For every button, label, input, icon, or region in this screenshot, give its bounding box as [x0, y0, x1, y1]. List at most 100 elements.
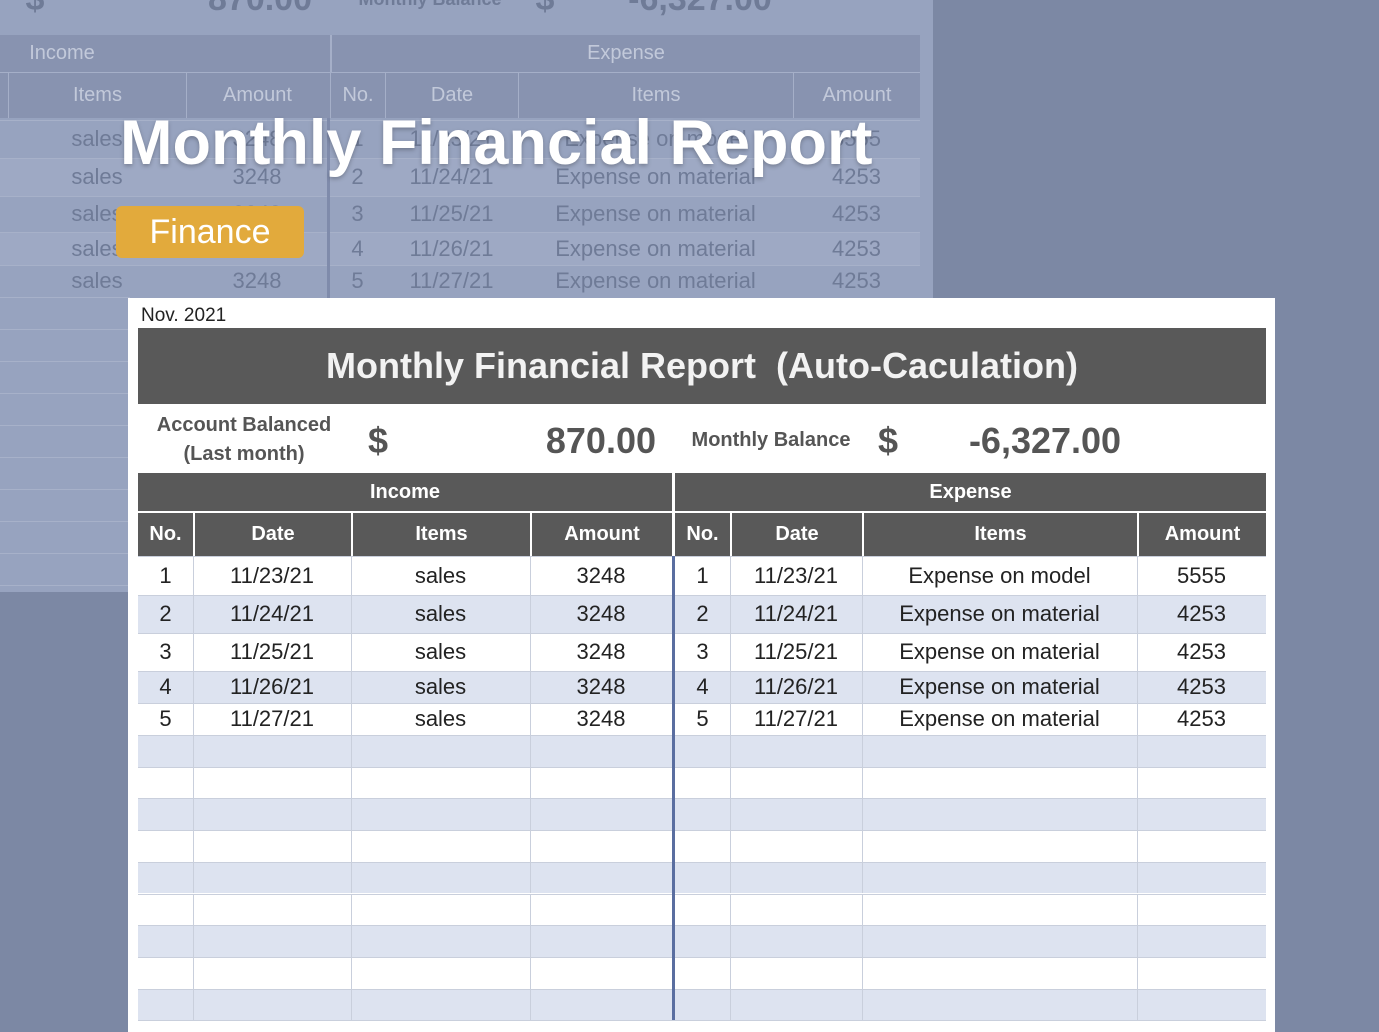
cell-border — [530, 633, 531, 671]
table-row — [675, 556, 1266, 595]
bg-row-line — [0, 553, 130, 585]
table-cell: 4253 — [1177, 674, 1226, 699]
column-header: Amount — [1137, 511, 1266, 556]
cell-border — [193, 893, 194, 926]
bg-cell: Expense on model — [564, 126, 747, 151]
table-cell: Expense on material — [899, 639, 1100, 664]
bg-column-header: Items — [8, 72, 186, 118]
cell-border — [193, 766, 194, 799]
account-label: (Last month) — [183, 442, 305, 465]
bg-column-header: Amount — [793, 72, 920, 118]
column-header: Amount — [530, 511, 672, 556]
cell-border — [1137, 956, 1138, 989]
cell-border — [730, 988, 731, 1021]
bg-cell: sales — [71, 268, 123, 293]
cell-border — [351, 766, 352, 799]
cell-border — [530, 988, 531, 1021]
bg-row-line — [0, 489, 130, 521]
bg-column-header: Items — [518, 72, 793, 118]
cell-border — [530, 830, 531, 862]
cell-border — [862, 556, 863, 595]
column-header: No. — [675, 511, 730, 556]
cell-border — [193, 703, 194, 735]
cell-border — [1137, 556, 1138, 595]
cell-border — [530, 735, 531, 767]
cell-border — [193, 633, 194, 671]
cell-border — [862, 633, 863, 671]
bg-cell: 3248 — [232, 164, 282, 189]
table-row — [138, 766, 672, 799]
cell-border — [351, 893, 352, 926]
bg-currency: $ — [10, 0, 60, 20]
cell-border — [530, 556, 531, 595]
cell-border — [730, 830, 731, 862]
table-cell: 3 — [159, 639, 172, 664]
cell-border — [193, 556, 194, 595]
bg-cell: Expense on material — [555, 164, 756, 189]
cell-border — [1137, 798, 1138, 831]
cell-border — [530, 766, 531, 799]
cell-border — [530, 671, 531, 703]
bg-cell: sales — [71, 235, 123, 261]
table-row — [675, 861, 1266, 894]
monthly-label: Monthly Balance — [691, 428, 851, 451]
bg-cell: 3 — [351, 201, 364, 226]
cell-border — [351, 798, 352, 831]
bg-cell: 11/23/21 — [409, 126, 494, 151]
column-header: Items — [351, 511, 530, 556]
table-cell: sales — [414, 562, 467, 588]
table-cell: 11/26/21 — [753, 674, 838, 699]
table-row — [138, 633, 672, 671]
cell-border — [730, 633, 731, 671]
table-cell: 11/27/21 — [229, 706, 314, 731]
bg-cell: 11/25/21 — [409, 201, 494, 226]
table-cell: 11/25/21 — [753, 639, 838, 664]
bg-cell: 1 — [351, 126, 364, 151]
cell-border — [530, 798, 531, 831]
section-divider — [672, 556, 675, 1020]
cell-border — [1137, 893, 1138, 926]
table-cell: Expense on model — [908, 562, 1091, 588]
cell-border — [351, 956, 352, 989]
cell-border — [351, 595, 352, 633]
table-row — [138, 861, 672, 894]
bg-cell: 11/26/21 — [409, 235, 494, 261]
monthly-balance: -6,327.00 — [968, 420, 1122, 461]
cell-border — [1137, 766, 1138, 799]
bg-currency: $ — [520, 0, 570, 20]
table-row — [675, 893, 1266, 926]
table-cell: 1 — [159, 562, 172, 588]
bg-monthly-label: Monthly Balance — [340, 0, 520, 20]
cell-border — [193, 735, 194, 767]
table-row — [675, 703, 1266, 735]
table-row — [138, 556, 672, 595]
table-cell: Expense on material — [899, 706, 1100, 731]
table-row — [138, 735, 672, 767]
cell-border — [351, 703, 352, 735]
table-row — [138, 703, 672, 735]
table-cell: 4253 — [1177, 706, 1226, 731]
cell-border — [193, 861, 194, 894]
table-row — [138, 925, 672, 957]
bg-row-line — [0, 393, 130, 425]
cell-border — [730, 595, 731, 633]
table-cell: sales — [414, 706, 467, 731]
bg-cell: sales — [71, 126, 123, 151]
table-row — [675, 633, 1266, 671]
bg-account-balance: 870.00 — [180, 0, 340, 20]
table-cell: 11/24/21 — [229, 601, 314, 626]
bg-monthly-balance: -6,327.00 — [600, 0, 800, 20]
section-header: Income — [138, 473, 672, 511]
bg-cell: 11/27/21 — [409, 268, 494, 293]
bg-cell: sales — [71, 164, 123, 189]
cell-border — [351, 925, 352, 957]
cell-border — [351, 861, 352, 894]
table-row — [675, 735, 1266, 767]
table-cell: 3248 — [576, 601, 626, 626]
bg-cell: 3248 — [232, 126, 282, 151]
bg-col-bar — [0, 72, 920, 118]
table-cell: 4 — [696, 674, 709, 699]
bg-column-header: No. — [330, 72, 385, 118]
cell-border — [351, 830, 352, 862]
